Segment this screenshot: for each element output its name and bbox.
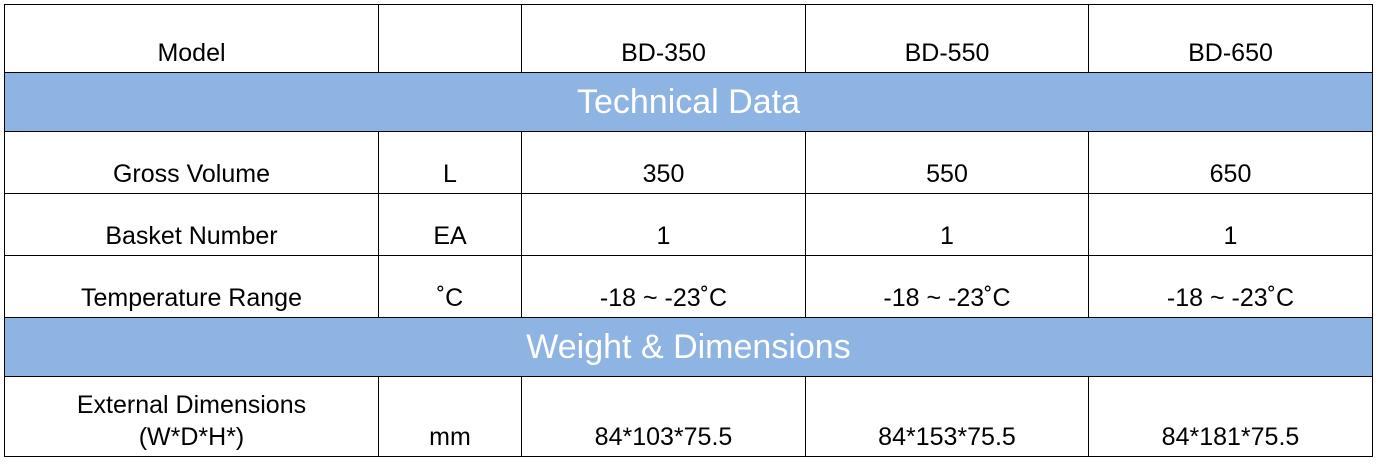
- label-line: Temperature Range: [81, 284, 302, 312]
- section-row: Weight & Dimensions: [4, 317, 1373, 377]
- row-label: Basket Number: [4, 193, 379, 256]
- data-row: Basket Number EA 1 1 1: [4, 193, 1373, 256]
- header-unit: [378, 4, 522, 73]
- unit: L: [378, 131, 522, 194]
- model-name: BD-350: [521, 4, 806, 73]
- value: -18 ~ -23˚C: [1088, 255, 1373, 318]
- data-row: External Dimensions (W*D*H*) mm 84*103*75.5…: [4, 376, 1373, 457]
- table-body: Model BD-350 BD-550 BD-650 Technical Data Gro…: [4, 4, 1373, 457]
- row-label: Temperature Range: [4, 255, 379, 318]
- value: -18 ~ -23˚C: [521, 255, 806, 318]
- unit: ˚C: [378, 255, 522, 318]
- header-row: Model BD-350 BD-550 BD-650: [4, 4, 1373, 73]
- label-line: (W*D*H*): [138, 423, 245, 451]
- value: -18 ~ -23˚C: [805, 255, 1089, 318]
- data-row: Gross Volume L 350 550 650: [4, 131, 1373, 194]
- value: 650: [1088, 131, 1373, 194]
- value: 350: [521, 131, 806, 194]
- value: 84*153*75.5: [805, 376, 1089, 457]
- value: 1: [1088, 193, 1373, 256]
- label-line: Gross Volume: [112, 160, 270, 188]
- data-row: Temperature Range ˚C -18 ~ -23˚C -18 ~ -23˚…: [4, 255, 1373, 318]
- spec-table: Model BD-350 BD-550 BD-650 Technical Data Gro…: [4, 4, 1373, 457]
- header-label: Model: [4, 4, 379, 73]
- section-title: Technical Data: [4, 72, 1373, 132]
- unit: mm: [378, 376, 522, 457]
- row-label: Gross Volume: [4, 131, 379, 194]
- value: 1: [805, 193, 1089, 256]
- value: 84*103*75.5: [521, 376, 806, 457]
- value: 84*181*75.5: [1088, 376, 1373, 457]
- unit: EA: [378, 193, 522, 256]
- label-line: External Dimensions: [76, 391, 307, 419]
- section-title: Weight & Dimensions: [4, 317, 1373, 377]
- value: 1: [521, 193, 806, 256]
- value: 550: [805, 131, 1089, 194]
- model-name: BD-550: [805, 4, 1089, 73]
- row-label: External Dimensions (W*D*H*): [4, 376, 379, 457]
- label-line: Basket Number: [105, 222, 278, 250]
- model-name: BD-650: [1088, 4, 1373, 73]
- section-row: Technical Data: [4, 72, 1373, 132]
